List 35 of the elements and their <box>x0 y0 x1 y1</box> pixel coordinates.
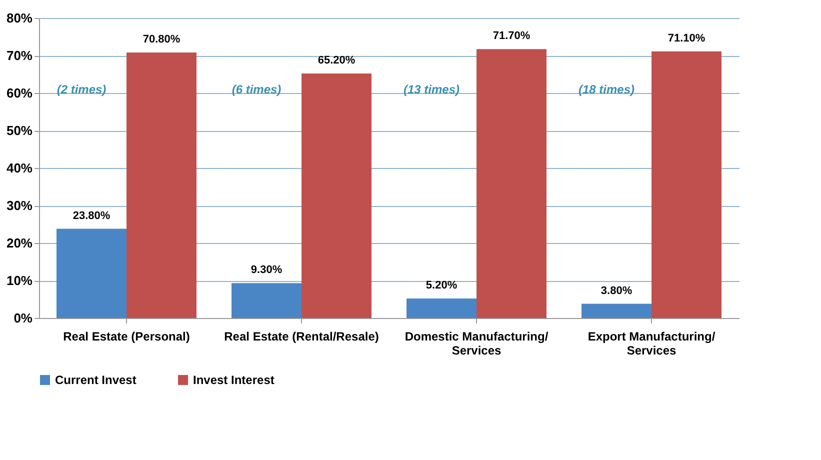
y-tick-label: 20% <box>6 236 33 250</box>
bar <box>232 283 302 318</box>
data-label: 5.20% <box>426 280 458 292</box>
bar <box>476 49 546 318</box>
data-label: 65.20% <box>318 54 356 66</box>
data-label: 3.80% <box>600 284 632 297</box>
y-tick-label: 30% <box>6 198 33 213</box>
annotation: (13 times) <box>403 82 460 96</box>
x-tick-label: Domestic Manufacturing/ Services <box>404 330 549 358</box>
y-tick-label: 80% <box>6 10 33 26</box>
bar <box>126 52 196 318</box>
data-label: 23.80% <box>72 210 110 222</box>
data-label: 9.30% <box>250 264 282 276</box>
y-tick-label: 0% <box>14 310 33 326</box>
y-tick-label: 40% <box>6 160 33 176</box>
data-label: 71.10% <box>668 32 706 44</box>
y-tick-label: 50% <box>6 123 33 138</box>
legend-label: Invest Interest <box>193 373 274 387</box>
y-tick-label: 60% <box>6 86 33 100</box>
annotation: (2 times) <box>56 82 106 96</box>
annotation: (6 times) <box>232 82 282 96</box>
x-tick-label: Real Estate (Rental/Resale) <box>224 330 379 344</box>
data-label: 71.70% <box>492 30 530 42</box>
y-tick-label: 10% <box>6 273 33 288</box>
bar <box>302 74 372 318</box>
bar <box>582 304 652 318</box>
bar <box>56 228 126 318</box>
annotation: (18 times) <box>578 82 635 96</box>
bar <box>406 298 476 318</box>
legend-label: Current Invest <box>55 373 136 387</box>
x-tick-label: Export Manufacturing/ Services <box>588 330 716 358</box>
y-tick-label: 70% <box>6 48 33 63</box>
x-tick-label: Real Estate (Personal) <box>63 330 190 344</box>
data-label: 70.80% <box>142 34 180 46</box>
bar <box>652 51 722 318</box>
